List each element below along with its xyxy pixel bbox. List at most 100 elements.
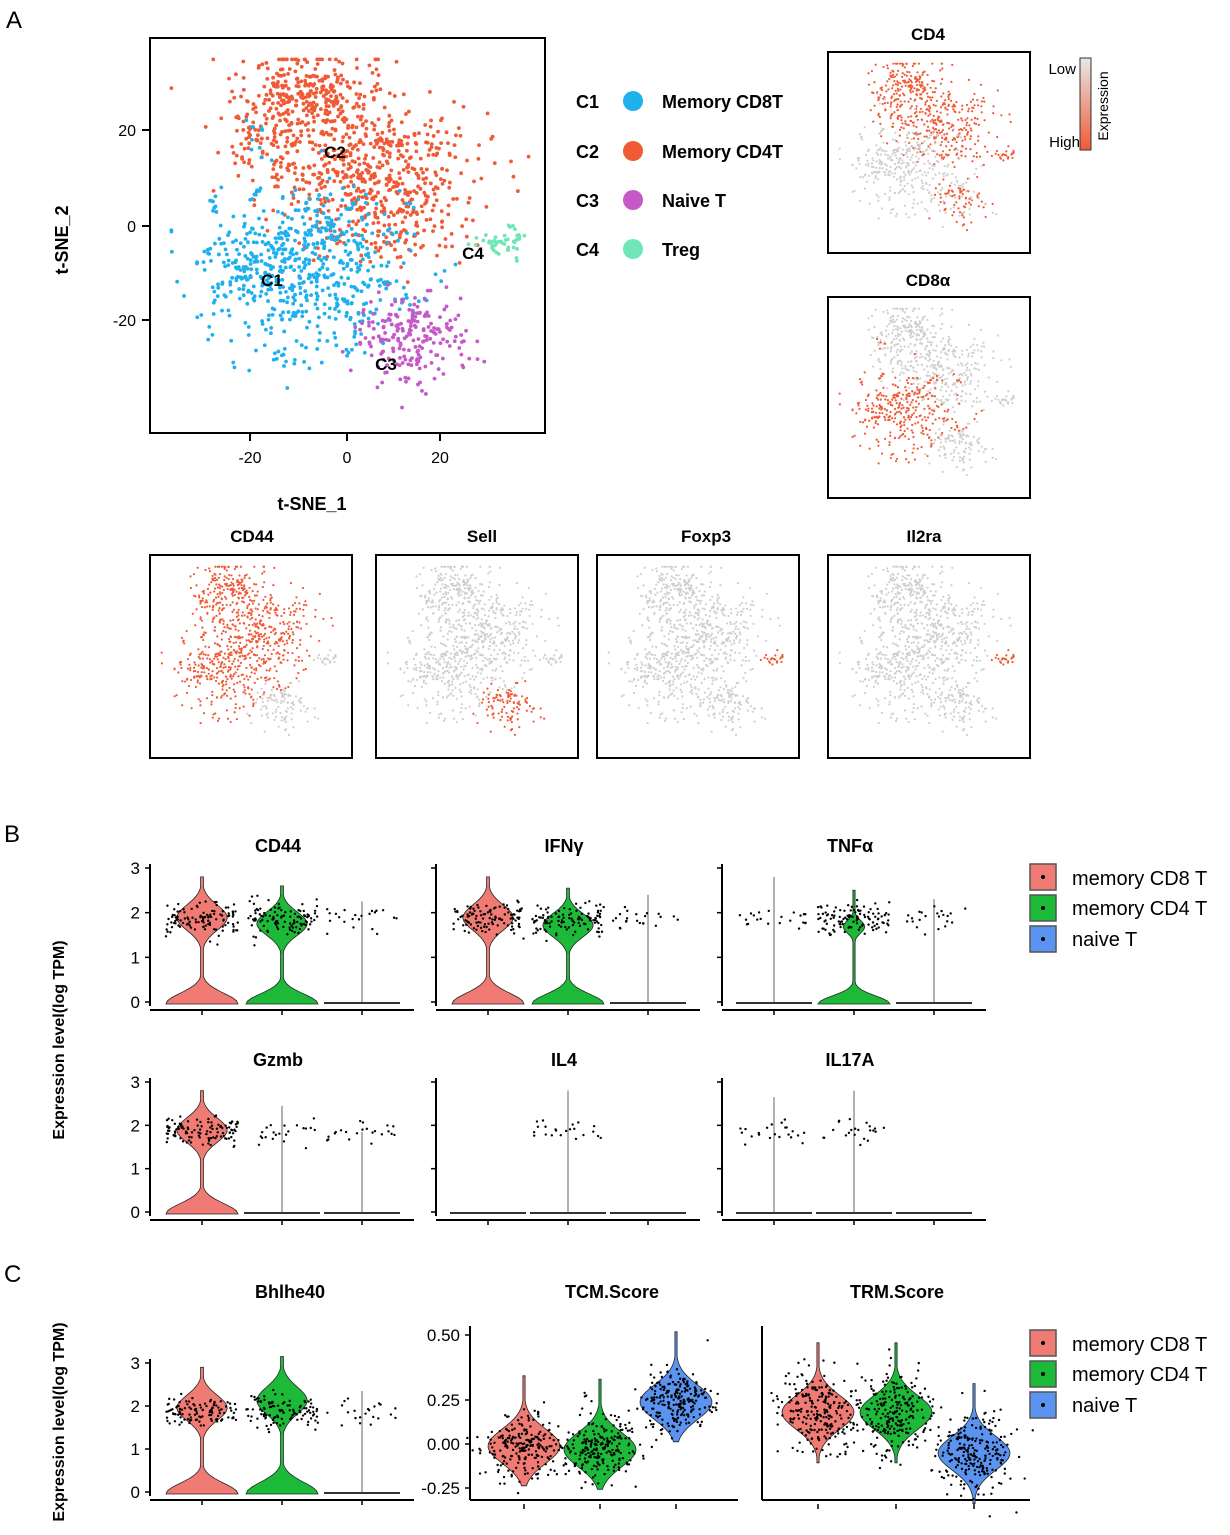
tsne-point bbox=[298, 140, 302, 144]
tsne-point bbox=[350, 198, 354, 203]
feature-point bbox=[234, 628, 237, 631]
tsne-point bbox=[444, 304, 449, 309]
feature-point bbox=[966, 117, 969, 120]
tsne-point bbox=[264, 121, 268, 126]
feature-point bbox=[205, 697, 209, 700]
feature-point bbox=[886, 312, 889, 315]
tsne-point bbox=[245, 232, 249, 236]
feature-point bbox=[926, 92, 929, 95]
feature-point bbox=[940, 119, 943, 122]
feature-point bbox=[238, 647, 241, 650]
feature-point bbox=[907, 171, 910, 174]
feature-point bbox=[940, 130, 943, 133]
tsne-point bbox=[354, 232, 359, 237]
feature-point bbox=[891, 321, 895, 324]
feature-point bbox=[948, 372, 951, 375]
tsne-point bbox=[294, 339, 299, 343]
feature-point bbox=[903, 318, 906, 321]
legend-id: C4 bbox=[576, 240, 599, 260]
feature-point bbox=[241, 636, 244, 639]
feature-point bbox=[963, 126, 966, 130]
feature-point bbox=[206, 678, 209, 681]
feature-point bbox=[883, 170, 886, 173]
tsne-point bbox=[216, 150, 221, 155]
tsne-point bbox=[236, 114, 240, 119]
feature-point bbox=[251, 637, 255, 641]
feature-point bbox=[944, 211, 947, 215]
feature-point bbox=[861, 383, 864, 386]
feature-point bbox=[897, 89, 900, 92]
tsne-point bbox=[325, 112, 330, 117]
feature-point bbox=[953, 183, 957, 186]
feature-point bbox=[938, 209, 941, 212]
feature-point bbox=[243, 686, 246, 689]
feature-point bbox=[898, 128, 902, 131]
feature-point bbox=[250, 721, 253, 725]
feature-title: Sell bbox=[467, 527, 497, 546]
feature-point bbox=[991, 447, 994, 451]
feature-point bbox=[1005, 154, 1008, 157]
tsne-point bbox=[247, 141, 252, 146]
feature-point bbox=[969, 135, 973, 138]
feature-point bbox=[301, 586, 305, 590]
feature-point bbox=[291, 651, 294, 655]
feature-point bbox=[254, 701, 258, 704]
colorbar-gradient bbox=[1079, 57, 1092, 151]
feature-point bbox=[930, 198, 933, 202]
feature-point bbox=[324, 663, 327, 666]
tsne-point bbox=[325, 170, 330, 175]
feature-point bbox=[255, 583, 258, 586]
feature-point bbox=[292, 633, 295, 636]
feature-point bbox=[949, 452, 952, 455]
feature-point bbox=[907, 381, 910, 385]
tsne-point bbox=[417, 311, 422, 315]
feature-point bbox=[895, 212, 899, 216]
feature-point bbox=[952, 127, 955, 131]
tsne-point bbox=[380, 163, 385, 168]
feature-point bbox=[885, 150, 888, 153]
tsne-point bbox=[227, 313, 232, 318]
feature-point bbox=[211, 716, 214, 719]
tsne-point bbox=[496, 251, 501, 256]
tsne-point bbox=[382, 206, 387, 211]
feature-point bbox=[291, 604, 294, 607]
feature-point bbox=[878, 166, 881, 170]
feature-point bbox=[969, 345, 972, 348]
tsne-point bbox=[323, 226, 328, 231]
feature-point bbox=[941, 225, 944, 228]
tsne-point bbox=[424, 140, 428, 145]
tsne-point bbox=[413, 345, 418, 349]
feature-point bbox=[903, 345, 906, 348]
feature-point bbox=[924, 208, 927, 211]
tsne-point bbox=[252, 192, 257, 197]
tsne-point bbox=[302, 57, 307, 62]
tsne-point bbox=[357, 162, 362, 167]
feature-point bbox=[240, 647, 243, 650]
feature-point bbox=[983, 448, 987, 451]
tsne-point bbox=[257, 145, 262, 150]
feature-point bbox=[213, 576, 217, 580]
feature-point bbox=[912, 447, 915, 450]
feature-point bbox=[274, 715, 278, 718]
feature-point bbox=[958, 459, 961, 462]
tsne-point bbox=[249, 164, 254, 169]
feature-point bbox=[232, 608, 235, 611]
tsne-point bbox=[440, 225, 444, 230]
feature-point bbox=[928, 462, 931, 465]
feature-point bbox=[946, 108, 949, 111]
feature-point bbox=[273, 566, 276, 570]
feature-point bbox=[308, 654, 311, 657]
tsne-point bbox=[320, 86, 325, 90]
tsne-point bbox=[227, 99, 232, 104]
feature-point bbox=[948, 439, 952, 442]
tsne-point bbox=[321, 203, 326, 208]
feature-point bbox=[461, 590, 464, 593]
feature-point bbox=[935, 110, 939, 113]
feature-point bbox=[477, 623, 480, 627]
tsne-point bbox=[445, 168, 449, 173]
feature-point bbox=[939, 446, 942, 449]
feature-point bbox=[928, 109, 931, 112]
feature-point bbox=[923, 123, 926, 126]
feature-point bbox=[467, 589, 470, 592]
tsne-point bbox=[466, 200, 471, 205]
